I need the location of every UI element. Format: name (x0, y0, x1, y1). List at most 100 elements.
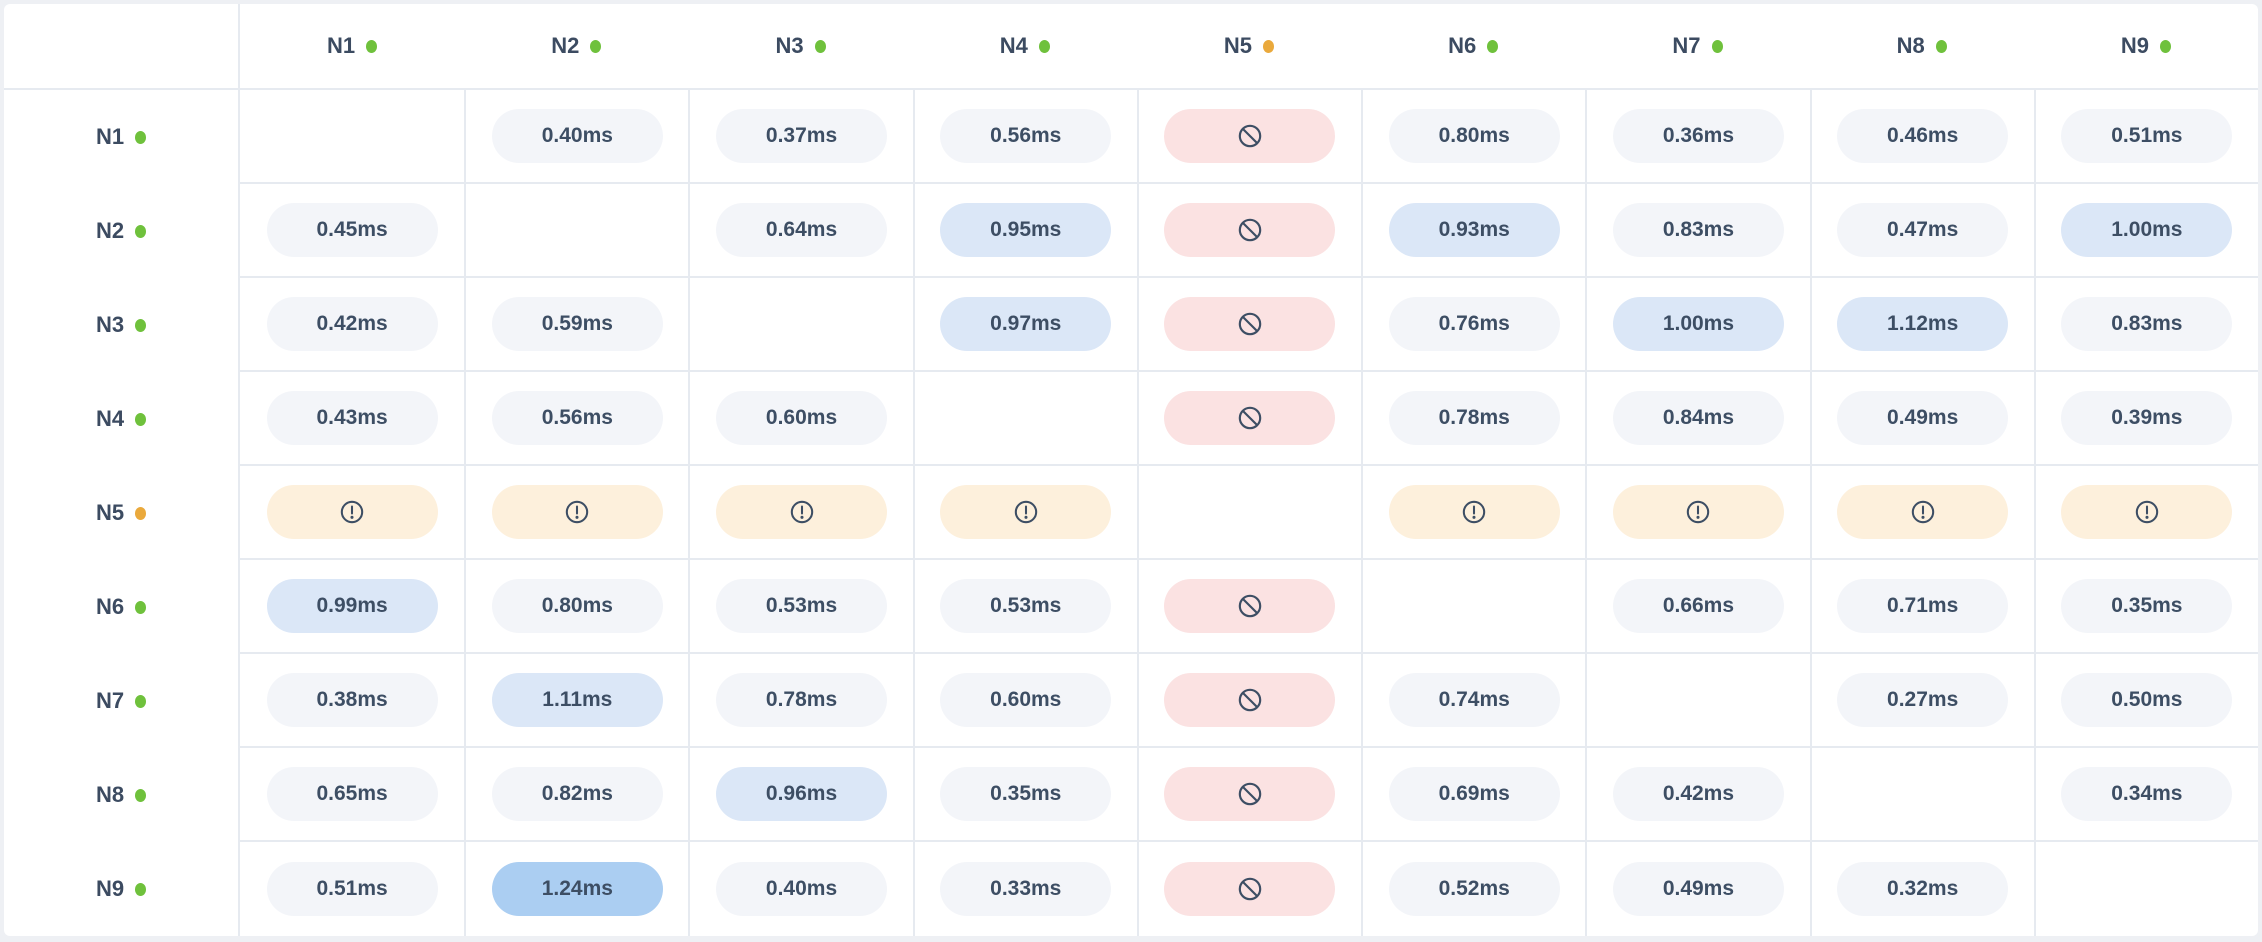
cell-N1-N9: 0.51ms (2033, 90, 2258, 184)
blocked-pill[interactable] (1164, 673, 1336, 727)
latency-pill[interactable]: 1.00ms (1612, 297, 1784, 351)
warning-pill[interactable] (716, 485, 888, 539)
latency-pill[interactable]: 0.78ms (1388, 391, 1560, 445)
latency-pill[interactable]: 0.40ms (491, 109, 663, 163)
latency-pill[interactable]: 0.95ms (940, 203, 1112, 257)
latency-pill[interactable]: 0.35ms (2061, 579, 2233, 633)
blocked-pill[interactable] (1164, 391, 1336, 445)
latency-pill[interactable]: 0.38ms (266, 673, 438, 727)
latency-pill[interactable]: 0.50ms (2061, 673, 2233, 727)
latency-pill[interactable]: 0.42ms (1612, 767, 1784, 821)
warning-pill[interactable] (266, 485, 438, 539)
column-header-label: N9 (2120, 33, 2149, 58)
warning-pill[interactable] (940, 485, 1112, 539)
latency-pill[interactable]: 0.27ms (1837, 673, 2009, 727)
column-header-N4: N4 (912, 4, 1137, 90)
latency-pill[interactable]: 0.36ms (1612, 109, 1784, 163)
status-dot-green (135, 789, 147, 802)
blocked-pill[interactable] (1164, 203, 1336, 257)
latency-pill[interactable]: 0.43ms (266, 391, 438, 445)
latency-pill[interactable]: 0.64ms (716, 203, 888, 257)
latency-pill[interactable]: 0.53ms (940, 579, 1112, 633)
cell-N1-N7: 0.36ms (1585, 90, 1810, 184)
latency-pill[interactable]: 0.74ms (1388, 673, 1560, 727)
latency-pill[interactable]: 0.93ms (1388, 203, 1560, 257)
cell-N9-N9 (2033, 842, 2258, 936)
status-dot-green (590, 40, 602, 53)
latency-pill[interactable]: 0.71ms (1837, 579, 2009, 633)
ban-icon (1237, 593, 1263, 619)
warning-pill[interactable] (1612, 485, 1784, 539)
latency-pill[interactable]: 0.66ms (1612, 579, 1784, 633)
latency-pill[interactable]: 1.00ms (2061, 203, 2233, 257)
latency-pill[interactable]: 0.97ms (940, 297, 1112, 351)
cell-N1-N5 (1136, 90, 1362, 184)
latency-pill[interactable]: 0.80ms (491, 579, 663, 633)
cell-N3-N8: 1.12ms (1809, 278, 2034, 372)
latency-pill[interactable]: 0.80ms (1388, 109, 1560, 163)
latency-pill[interactable]: 0.49ms (1612, 862, 1784, 916)
alert-circle-icon (339, 499, 365, 525)
latency-pill[interactable]: 0.52ms (1388, 862, 1560, 916)
latency-pill[interactable]: 0.53ms (716, 579, 888, 633)
warning-pill[interactable] (1388, 485, 1560, 539)
latency-pill[interactable]: 1.11ms (491, 673, 663, 727)
warning-pill[interactable] (1837, 485, 2009, 539)
latency-pill[interactable]: 0.60ms (716, 391, 888, 445)
latency-pill[interactable]: 0.83ms (1612, 203, 1784, 257)
latency-pill[interactable]: 0.83ms (2061, 297, 2233, 351)
blocked-pill[interactable] (1164, 767, 1336, 821)
latency-pill[interactable]: 0.32ms (1837, 862, 2009, 916)
ban-icon (1237, 123, 1263, 149)
latency-pill[interactable]: 0.34ms (2061, 767, 2233, 821)
warning-pill[interactable] (491, 485, 663, 539)
latency-pill[interactable]: 1.12ms (1837, 297, 2009, 351)
latency-pill[interactable]: 0.96ms (716, 767, 888, 821)
cell-N9-N3: 0.40ms (688, 842, 912, 936)
status-dot-green (1711, 40, 1723, 53)
ban-icon (1237, 687, 1263, 713)
cell-N8-N1: 0.65ms (240, 748, 465, 842)
cell-N6-N6 (1361, 560, 1586, 654)
latency-pill[interactable]: 0.39ms (2061, 391, 2233, 445)
latency-pill[interactable]: 0.49ms (1837, 391, 2009, 445)
row-header-N6: N6 (4, 560, 240, 654)
ban-icon (1237, 781, 1263, 807)
latency-pill[interactable]: 0.69ms (1388, 767, 1560, 821)
latency-pill[interactable]: 0.65ms (266, 767, 438, 821)
latency-pill[interactable]: 0.47ms (1837, 203, 2009, 257)
column-header-label: N6 (1448, 33, 1477, 58)
blocked-pill[interactable] (1164, 579, 1336, 633)
latency-pill[interactable]: 0.45ms (266, 203, 438, 257)
latency-pill[interactable]: 0.82ms (491, 767, 663, 821)
latency-pill[interactable]: 0.51ms (266, 862, 438, 916)
latency-pill[interactable]: 0.33ms (940, 862, 1112, 916)
latency-pill[interactable]: 0.42ms (266, 297, 438, 351)
latency-pill[interactable]: 0.40ms (716, 862, 888, 916)
latency-pill[interactable]: 0.46ms (1837, 109, 2009, 163)
cell-N6-N9: 0.35ms (2033, 560, 2258, 654)
status-dot-green (1935, 40, 1947, 53)
cell-N2-N7: 0.83ms (1585, 184, 1810, 278)
warning-pill[interactable] (2061, 485, 2233, 539)
latency-pill[interactable]: 0.51ms (2061, 109, 2233, 163)
blocked-pill[interactable] (1164, 297, 1336, 351)
latency-pill[interactable]: 0.60ms (940, 673, 1112, 727)
cell-N6-N3: 0.53ms (688, 560, 913, 654)
latency-pill[interactable]: 0.78ms (716, 673, 888, 727)
blocked-pill[interactable] (1164, 109, 1336, 163)
latency-pill[interactable]: 1.24ms (491, 862, 663, 916)
latency-pill[interactable]: 0.37ms (716, 109, 888, 163)
latency-pill[interactable]: 0.35ms (940, 767, 1112, 821)
latency-pill[interactable]: 0.56ms (491, 391, 663, 445)
status-dot-green (2159, 40, 2171, 53)
blocked-pill[interactable] (1164, 862, 1336, 916)
latency-pill[interactable]: 0.56ms (940, 109, 1112, 163)
cell-N1-N8: 0.46ms (1809, 90, 2034, 184)
latency-pill[interactable]: 0.84ms (1612, 391, 1784, 445)
latency-pill[interactable]: 0.59ms (491, 297, 663, 351)
latency-pill[interactable]: 0.76ms (1388, 297, 1560, 351)
column-header-N3: N3 (688, 4, 913, 90)
row-header-label: N1 (95, 124, 125, 149)
latency-pill[interactable]: 0.99ms (266, 579, 438, 633)
